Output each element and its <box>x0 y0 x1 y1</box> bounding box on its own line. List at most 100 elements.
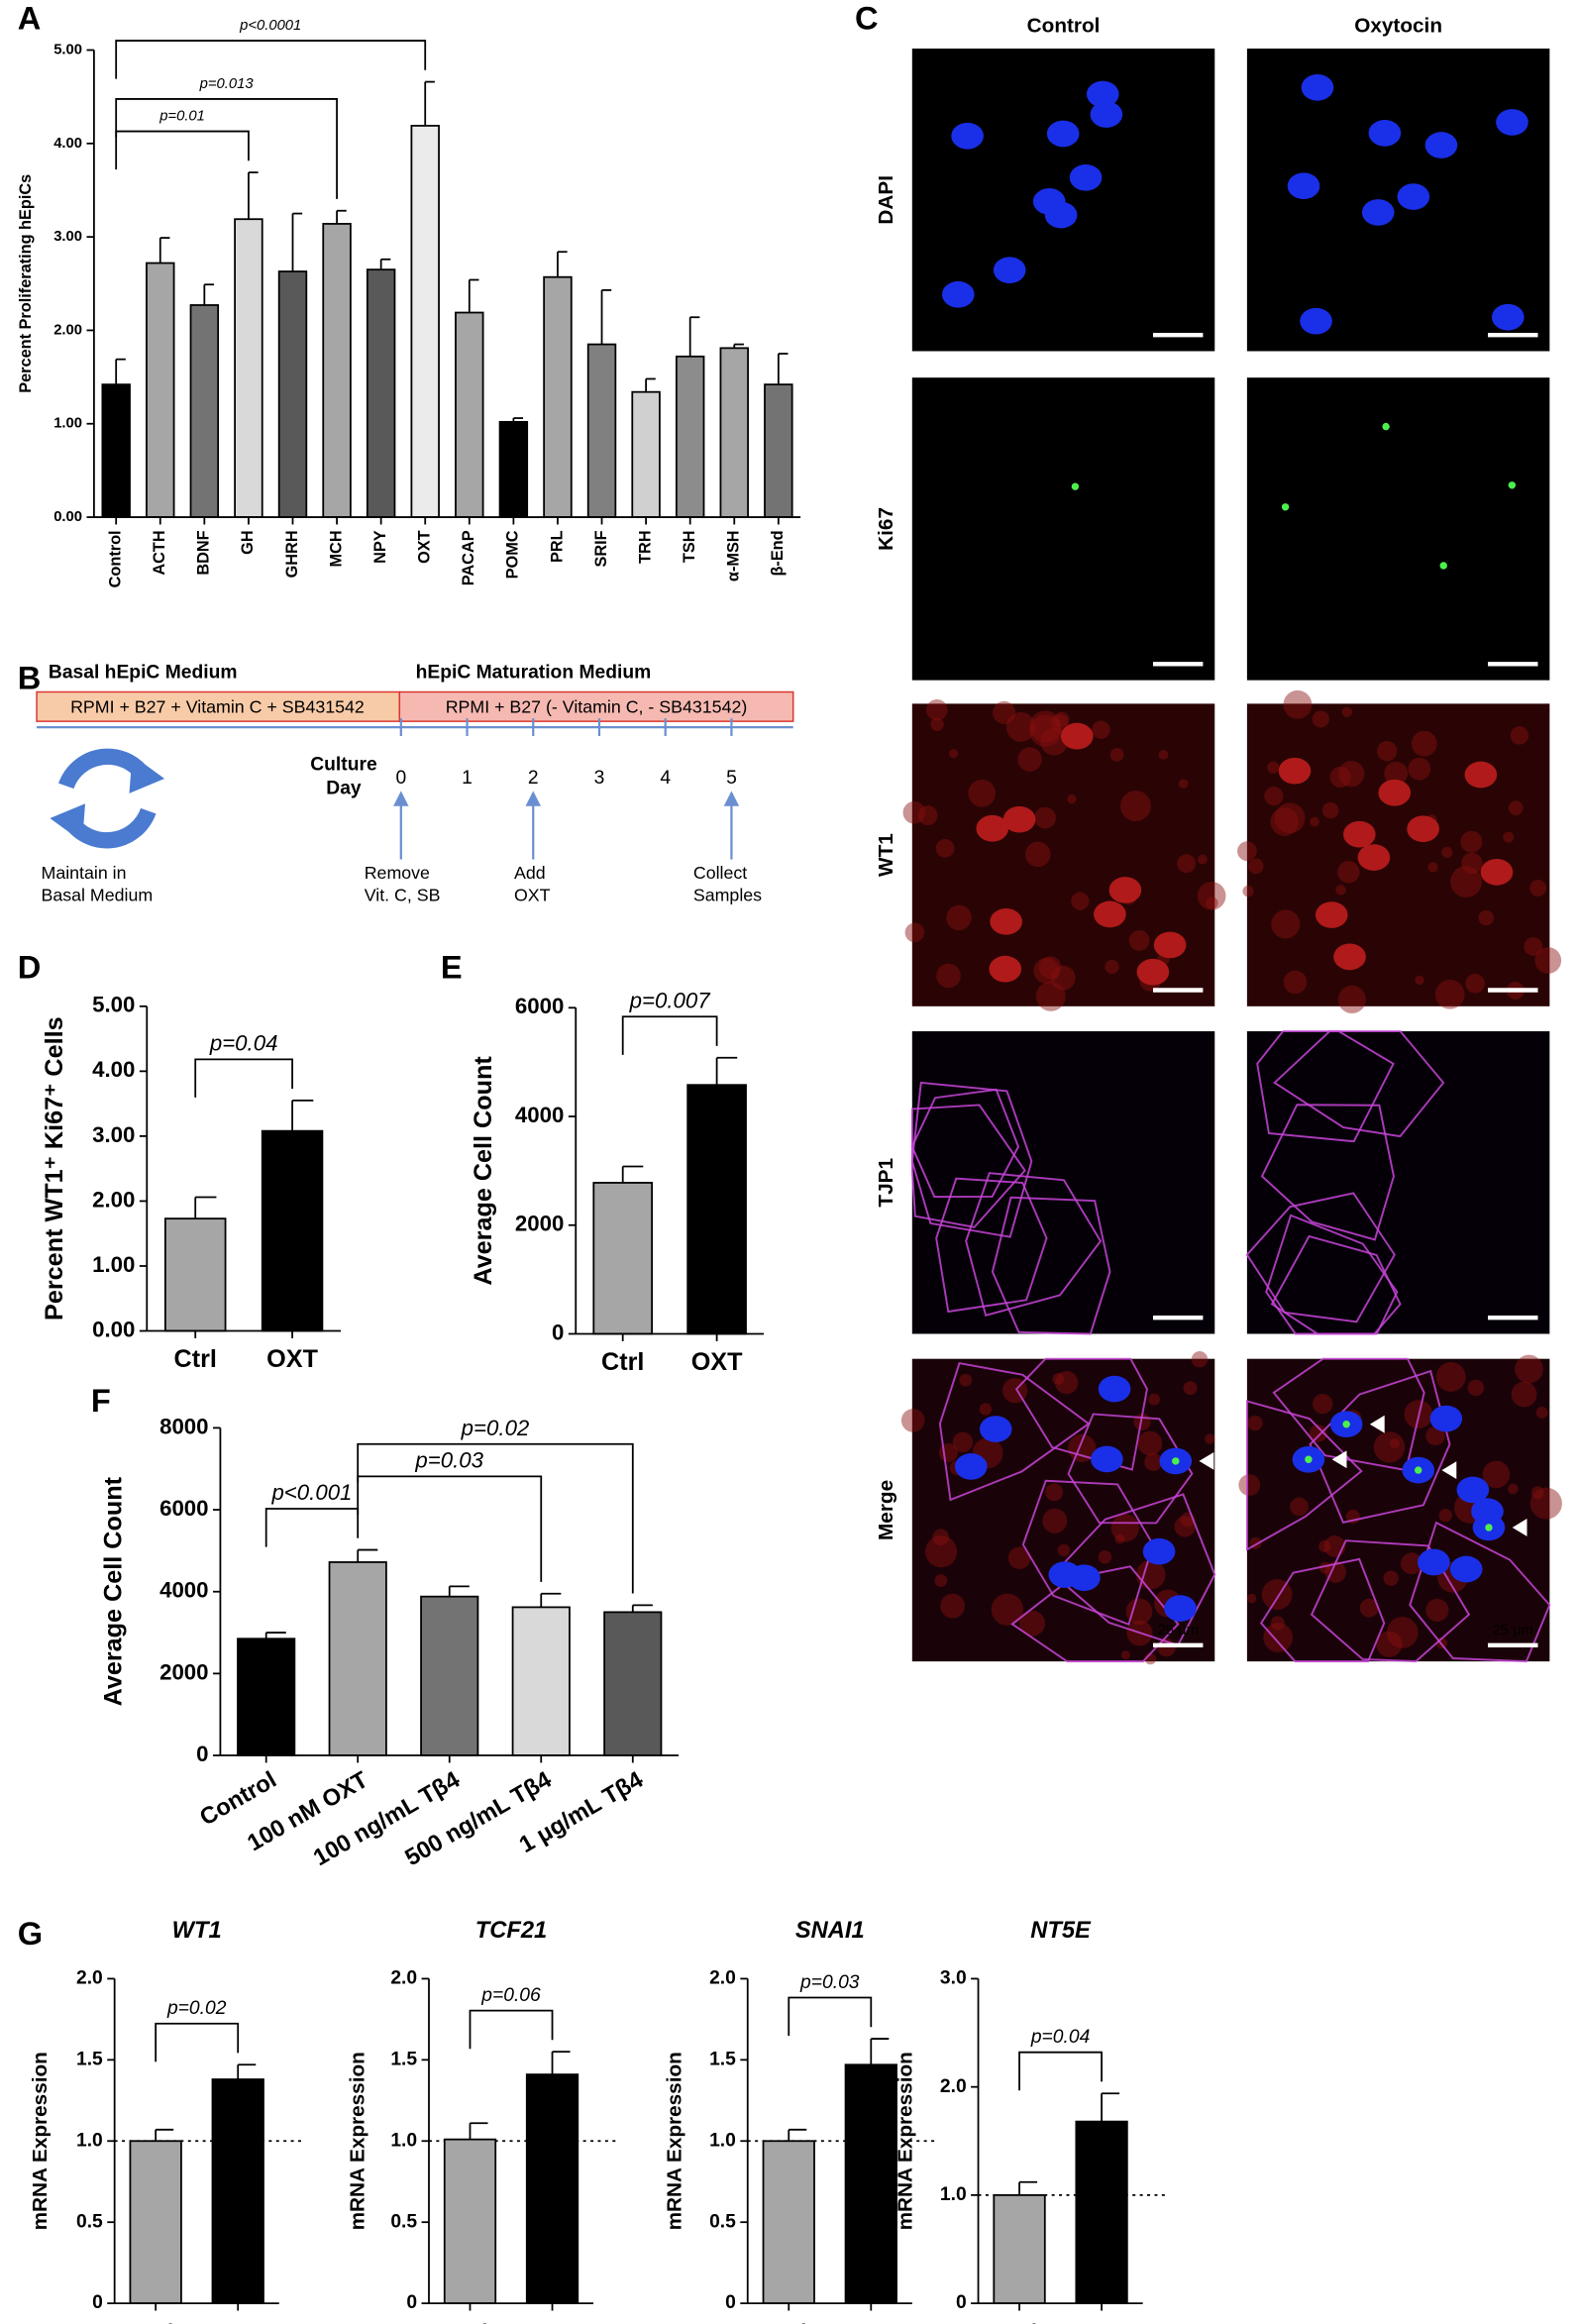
maturation-box <box>398 690 794 722</box>
error-bar <box>551 2051 571 2075</box>
bar <box>101 383 131 518</box>
bar <box>163 1217 227 1332</box>
stain-speckle <box>1042 1508 1068 1533</box>
micrograph <box>911 377 1215 681</box>
stain-speckle <box>1338 761 1365 788</box>
x-tick-label: PRL <box>548 530 566 563</box>
nucleus <box>1333 943 1366 971</box>
stain-speckle <box>952 1431 974 1453</box>
significance-bracket <box>115 130 250 170</box>
basal-box <box>36 690 401 722</box>
y-tick-label: 2000 <box>159 1659 208 1684</box>
stain-speckle <box>1450 866 1482 898</box>
stain-speckle <box>938 1443 958 1463</box>
significance-bracket <box>155 2022 240 2062</box>
stain-speckle <box>1247 1415 1263 1431</box>
stain-speckle <box>1242 886 1254 898</box>
stain-speckle <box>1205 1433 1215 1444</box>
panel-label: C <box>855 0 879 36</box>
x-tick-label: GHRH <box>283 530 301 578</box>
stain-speckle <box>1246 1593 1257 1604</box>
stain-speckle <box>949 749 959 759</box>
stain-speckle <box>959 1373 973 1387</box>
stain-speckle <box>1247 858 1264 875</box>
y-axis-label: mRNA Expression <box>346 2052 368 2230</box>
p-value: p<0.0001 <box>239 18 301 34</box>
y-tick-label: 0 <box>725 2292 736 2313</box>
nucleus <box>979 1416 1012 1442</box>
y-axis-label: mRNA Expression <box>664 2052 686 2230</box>
stain-speckle <box>1386 1617 1419 1648</box>
nucleus <box>1368 120 1402 147</box>
note: OXT <box>514 885 551 904</box>
day-label: Day <box>326 778 362 798</box>
nucleus <box>1164 1595 1197 1622</box>
stain-speckle <box>1051 714 1069 732</box>
error-bar <box>237 2063 257 2080</box>
stain-speckle <box>1198 854 1208 865</box>
stain-speckle <box>1237 841 1257 862</box>
significance-bracket <box>357 1442 634 1594</box>
arrowhead-marker <box>1441 1461 1457 1479</box>
p-value: p=0.04 <box>209 1030 278 1055</box>
junction-outline <box>1010 1565 1180 1663</box>
nucleus <box>1068 1564 1101 1592</box>
nucleus <box>1086 80 1119 108</box>
significance-bracket <box>357 1475 543 1582</box>
x-tick-label: β-End <box>769 530 787 576</box>
significance-bracket <box>621 1015 718 1055</box>
stain-speckle <box>1341 706 1353 717</box>
nucleus <box>1098 1375 1131 1403</box>
y-tick-label: 1.00 <box>92 1252 135 1277</box>
row-label: TJP1 <box>875 1158 897 1208</box>
x-tick-label: ACTH <box>151 530 168 575</box>
y-tick-label: 4000 <box>515 1103 564 1127</box>
stain-speckle <box>1067 793 1077 804</box>
junction-outline <box>991 1196 1111 1335</box>
nucleus <box>1315 901 1348 928</box>
y-tick-label: 0 <box>552 1320 564 1344</box>
y-axis-label: Average Cell Count <box>99 1476 127 1706</box>
stain-speckle <box>1529 1487 1562 1520</box>
stain-speckle <box>1401 1552 1422 1575</box>
stain-speckle <box>1174 1516 1196 1537</box>
stain-speckle <box>1120 1650 1130 1660</box>
nucleus <box>976 814 1009 842</box>
stain-speckle <box>1324 1561 1346 1583</box>
y-tick-label: 1.5 <box>709 2049 736 2069</box>
nucleus <box>1397 183 1430 210</box>
junction-outline <box>1309 1369 1451 1524</box>
y-tick-label: 4.00 <box>92 1057 135 1082</box>
nucleus <box>1300 307 1332 335</box>
x-tick-label: PACAP <box>460 530 477 585</box>
bracket <box>155 2022 240 2062</box>
x-tick-label: OXT <box>850 2320 893 2324</box>
stain-speckle <box>1137 1430 1163 1456</box>
stain-speckle <box>1441 846 1453 859</box>
error-bar <box>512 417 524 422</box>
error-bar <box>248 171 259 220</box>
stain-speckle <box>1125 1598 1153 1626</box>
stain-speckle <box>1310 816 1319 827</box>
error-bar <box>424 80 435 126</box>
nucleus <box>1480 858 1514 886</box>
p-value: p=0.03 <box>414 1447 483 1472</box>
stain-speckle <box>1434 980 1465 1009</box>
stain-speckle <box>1183 1381 1198 1396</box>
nucleus <box>1069 163 1103 191</box>
junction-outline <box>1256 1030 1395 1143</box>
bar <box>234 218 263 518</box>
x-tick-label: BDNF <box>195 530 213 575</box>
y-axis-label: mRNA Expression <box>894 2052 916 2230</box>
stain-speckle <box>932 1529 950 1546</box>
p-value: p=0.02 <box>166 1998 227 2019</box>
stain-speckle <box>935 839 955 858</box>
error-bar <box>733 343 744 349</box>
error-bar <box>194 1196 217 1219</box>
p-value: p=0.04 <box>1030 2027 1090 2048</box>
day-label: Culture <box>310 755 377 776</box>
nucleus <box>1429 1405 1463 1432</box>
nucleus <box>1456 1476 1490 1504</box>
stain-speckle <box>968 779 996 807</box>
